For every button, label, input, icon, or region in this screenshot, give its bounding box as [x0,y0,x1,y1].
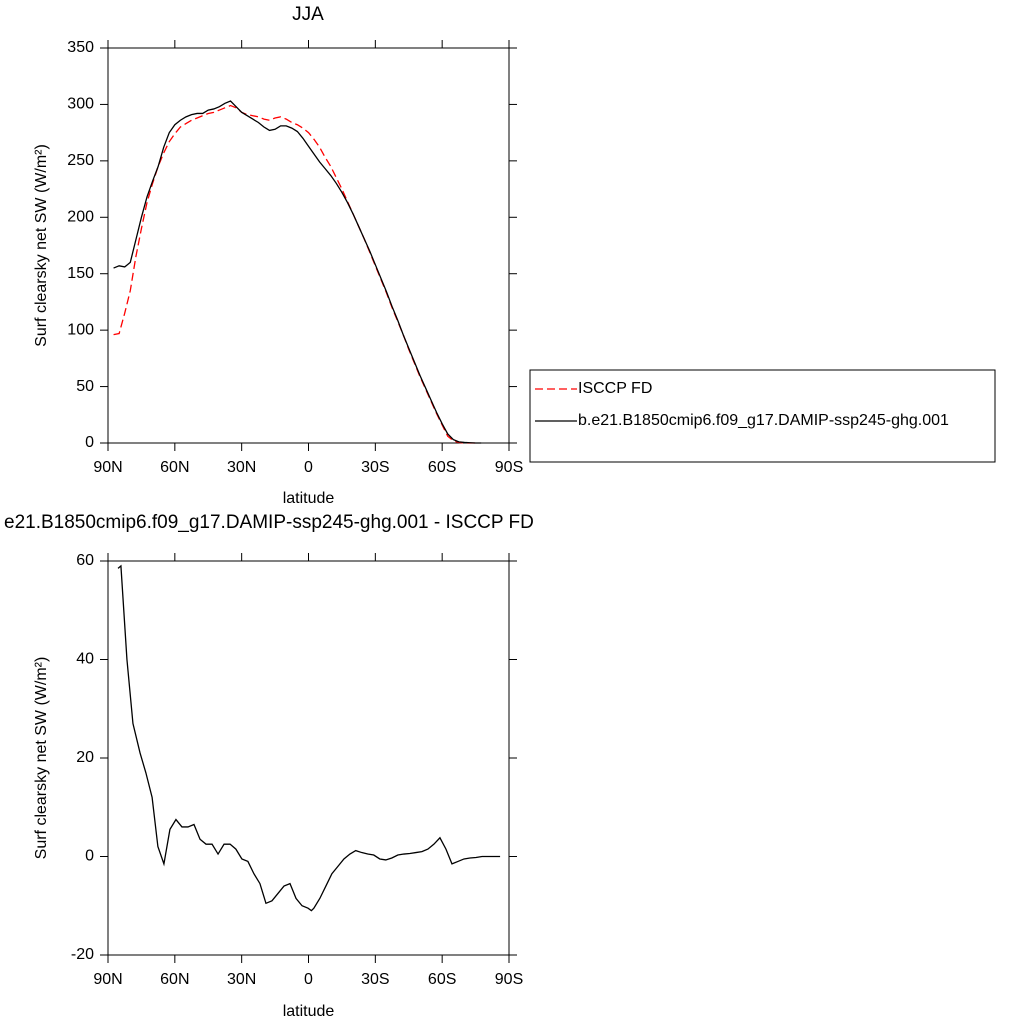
y-tick-label: -20 [71,946,94,963]
x-tick-label: 60S [428,459,456,476]
legend-box [529,369,996,463]
chart-title: e21.B1850cmip6.f09_g17.DAMIP-ssp245-ghg.… [4,512,534,533]
y-tick-label: 60 [76,552,94,569]
y-tick-label: 40 [76,651,94,668]
x-tick-label: 30S [361,459,389,476]
y-axis-title: Surf clearsky net SW (W/m²) [33,144,50,347]
x-tick-label: 90N [93,459,122,476]
data-line [113,100,482,444]
x-axis-title: latitude [283,490,335,507]
x-tick-label: 0 [304,459,313,476]
y-tick-label: 250 [67,152,94,169]
x-tick-label: 0 [304,971,313,988]
x-tick-label: 60N [160,459,189,476]
y-axis-title: Surf clearsky net SW (W/m²) [33,657,50,860]
x-tick-label: 30N [227,459,256,476]
x-tick-label: 90S [495,971,523,988]
chart-title: JJA [292,4,324,25]
x-tick-label: 30N [227,971,256,988]
y-tick-label: 150 [67,265,94,282]
plot-frame [107,47,510,444]
x-tick-label: 30S [361,971,389,988]
y-tick-label: 300 [67,96,94,113]
x-tick-label: 90N [93,971,122,988]
y-tick-label: 50 [76,378,94,395]
x-tick-label: 60N [160,971,189,988]
y-tick-label: 0 [85,848,94,865]
x-tick-label: 90S [495,459,523,476]
x-tick-label: 60S [428,971,456,988]
y-tick-label: 200 [67,209,94,226]
y-tick-label: 100 [67,321,94,338]
y-tick-label: 20 [76,749,94,766]
y-tick-label: 0 [85,434,94,451]
plot-frame [107,560,510,956]
legend-label: ISCCP FD [578,380,652,397]
data-line [113,104,476,444]
legend-label: b.e21.B1850cmip6.f09_g17.DAMIP-ssp245-gh… [578,412,949,429]
data-line [117,564,501,912]
y-tick-label: 350 [67,39,94,56]
x-axis-title: latitude [283,1003,335,1020]
